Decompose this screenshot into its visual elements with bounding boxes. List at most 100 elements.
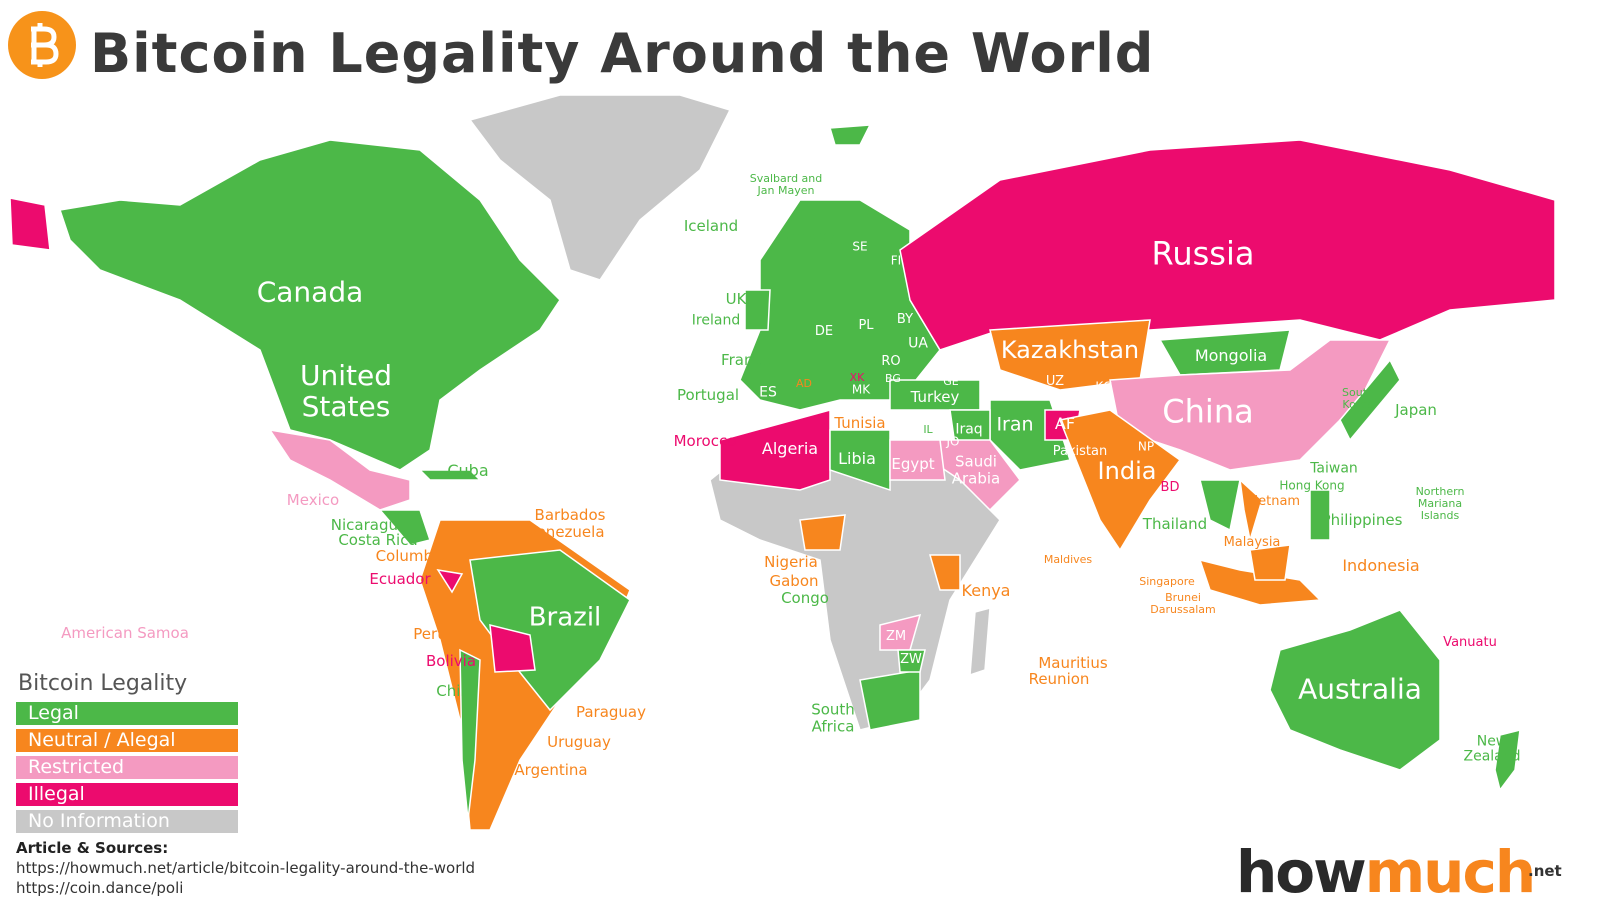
brand: howmuch [1236, 838, 1536, 906]
country-label: Australia [1298, 672, 1422, 706]
country-label: South Korea [1342, 385, 1374, 411]
source-link[interactable]: https://howmuch.net/article/bitcoin-lega… [16, 859, 476, 877]
country-label: France [721, 350, 771, 369]
country-label: Cuba [447, 461, 489, 481]
country-label: Norway [779, 226, 837, 245]
country-label: UZ [1045, 373, 1065, 389]
country-label: ZW [900, 651, 922, 667]
country-label: JO [946, 434, 960, 449]
country-label: Maldives [1043, 552, 1093, 566]
country-label: SE [852, 239, 868, 254]
country-label: Malaysia [1223, 534, 1281, 550]
country-label: Mongolia [1194, 346, 1268, 366]
country-label: Chile [436, 681, 474, 700]
brand-second: much [1364, 838, 1536, 906]
country-label: RO [881, 353, 901, 369]
country-label: Nigeria [764, 552, 818, 571]
country-label: Svalbard and Jan Mayen [749, 171, 823, 197]
country-label: Indonesia [1342, 556, 1420, 576]
country-label: Thailand [1142, 514, 1208, 533]
country-label: UK [725, 289, 747, 308]
country-label: Russia [1151, 234, 1255, 273]
country-label: China [1162, 392, 1254, 431]
country-label: Egypt [891, 454, 935, 473]
country-label: Brunei Darussalam [1150, 590, 1216, 616]
country-label: AD [796, 376, 812, 390]
country-label: Costa Rica [338, 530, 418, 549]
country-label: Taiwan [1310, 460, 1358, 477]
country-label: BY [896, 311, 914, 327]
country-label: Singapore [1139, 574, 1195, 588]
country-label: India [1097, 456, 1157, 485]
country-label: Vietnam [1245, 493, 1301, 509]
country-label: KG [1095, 379, 1113, 394]
country-label: FI [890, 253, 902, 268]
country-label: Nicaragua [330, 515, 408, 534]
country-label: Kenya [961, 581, 1011, 601]
landmasses [9, 94, 1556, 831]
country-label: DE [814, 323, 834, 339]
country-label: Hong Kong [1279, 478, 1345, 493]
country-label: BG [885, 371, 901, 385]
country-label: AF [1054, 414, 1076, 434]
legend-item: Illegal [16, 783, 238, 806]
country-label: Columbia [375, 546, 447, 565]
country-label: Uruguay [547, 732, 611, 751]
country-label: Morocco [673, 431, 737, 450]
country-label: Bolivia [425, 651, 477, 670]
country-label: AZ [996, 388, 1012, 402]
country-label: Kazakhstan [1000, 335, 1140, 364]
logo [8, 11, 76, 79]
country-label: Portugal [676, 385, 740, 404]
country-label: Iceland [683, 216, 739, 235]
country-label: United States [300, 359, 392, 423]
legend-item: No Information [16, 810, 238, 833]
country-label: LB [938, 409, 952, 423]
country-label: MK [851, 382, 871, 397]
country-label: Iraq [955, 421, 983, 438]
country-label: Venezuela [527, 522, 605, 541]
country-label: New Zealand [1463, 733, 1521, 765]
country-label: GE [943, 374, 959, 388]
country-label: Brazil [528, 602, 602, 633]
country-label: Mexico [286, 490, 340, 509]
country-label: South Africa [811, 700, 855, 735]
legend-item: Restricted [16, 756, 238, 779]
country-label: Canada [256, 275, 364, 309]
country-label: Argentina [514, 760, 588, 779]
country-label: Algeria [761, 439, 819, 459]
country-label: Ecuador [369, 569, 431, 588]
country-label: Barbados [534, 505, 606, 524]
country-label: Philippines [1321, 510, 1403, 529]
country-label: Mauritius [1038, 653, 1108, 672]
source-link[interactable]: https://coin.dance/poli [16, 879, 184, 897]
country-label: Japan [1395, 400, 1437, 419]
country-label: ZM [885, 628, 907, 644]
country-label: Libia [838, 449, 876, 469]
country-label: Tunisia [834, 413, 886, 432]
country-label: XK [849, 370, 865, 384]
country-label: UAE [1022, 467, 1054, 486]
title: Bitcoin Legality Around the World [90, 22, 1155, 85]
brand-first: how [1236, 838, 1367, 906]
country-label: UA [908, 335, 928, 352]
country-label: Saudi Arabia [951, 452, 1001, 487]
country-label: Peru [413, 624, 447, 643]
country-label: PL [858, 317, 874, 333]
country-label: ES [759, 384, 777, 401]
country-label: NP [1137, 439, 1155, 454]
country-label: Paraguay [575, 702, 647, 721]
legend-title: Bitcoin Legality [18, 671, 188, 696]
country-label: Vanuatu [1443, 634, 1497, 650]
country-label: IL [923, 422, 933, 436]
country-label: Iran [996, 413, 1034, 436]
country-label: Pakistan [1052, 443, 1108, 459]
country-label: Congo [781, 588, 829, 607]
country-label: Ireland [691, 312, 741, 329]
legend-item: Neutral / Alegal [16, 729, 238, 752]
country-label: Reunion [1028, 669, 1090, 688]
country-label: Northern Mariana Islands [1415, 484, 1465, 523]
sources-heading: Article & Sources: [16, 839, 169, 857]
